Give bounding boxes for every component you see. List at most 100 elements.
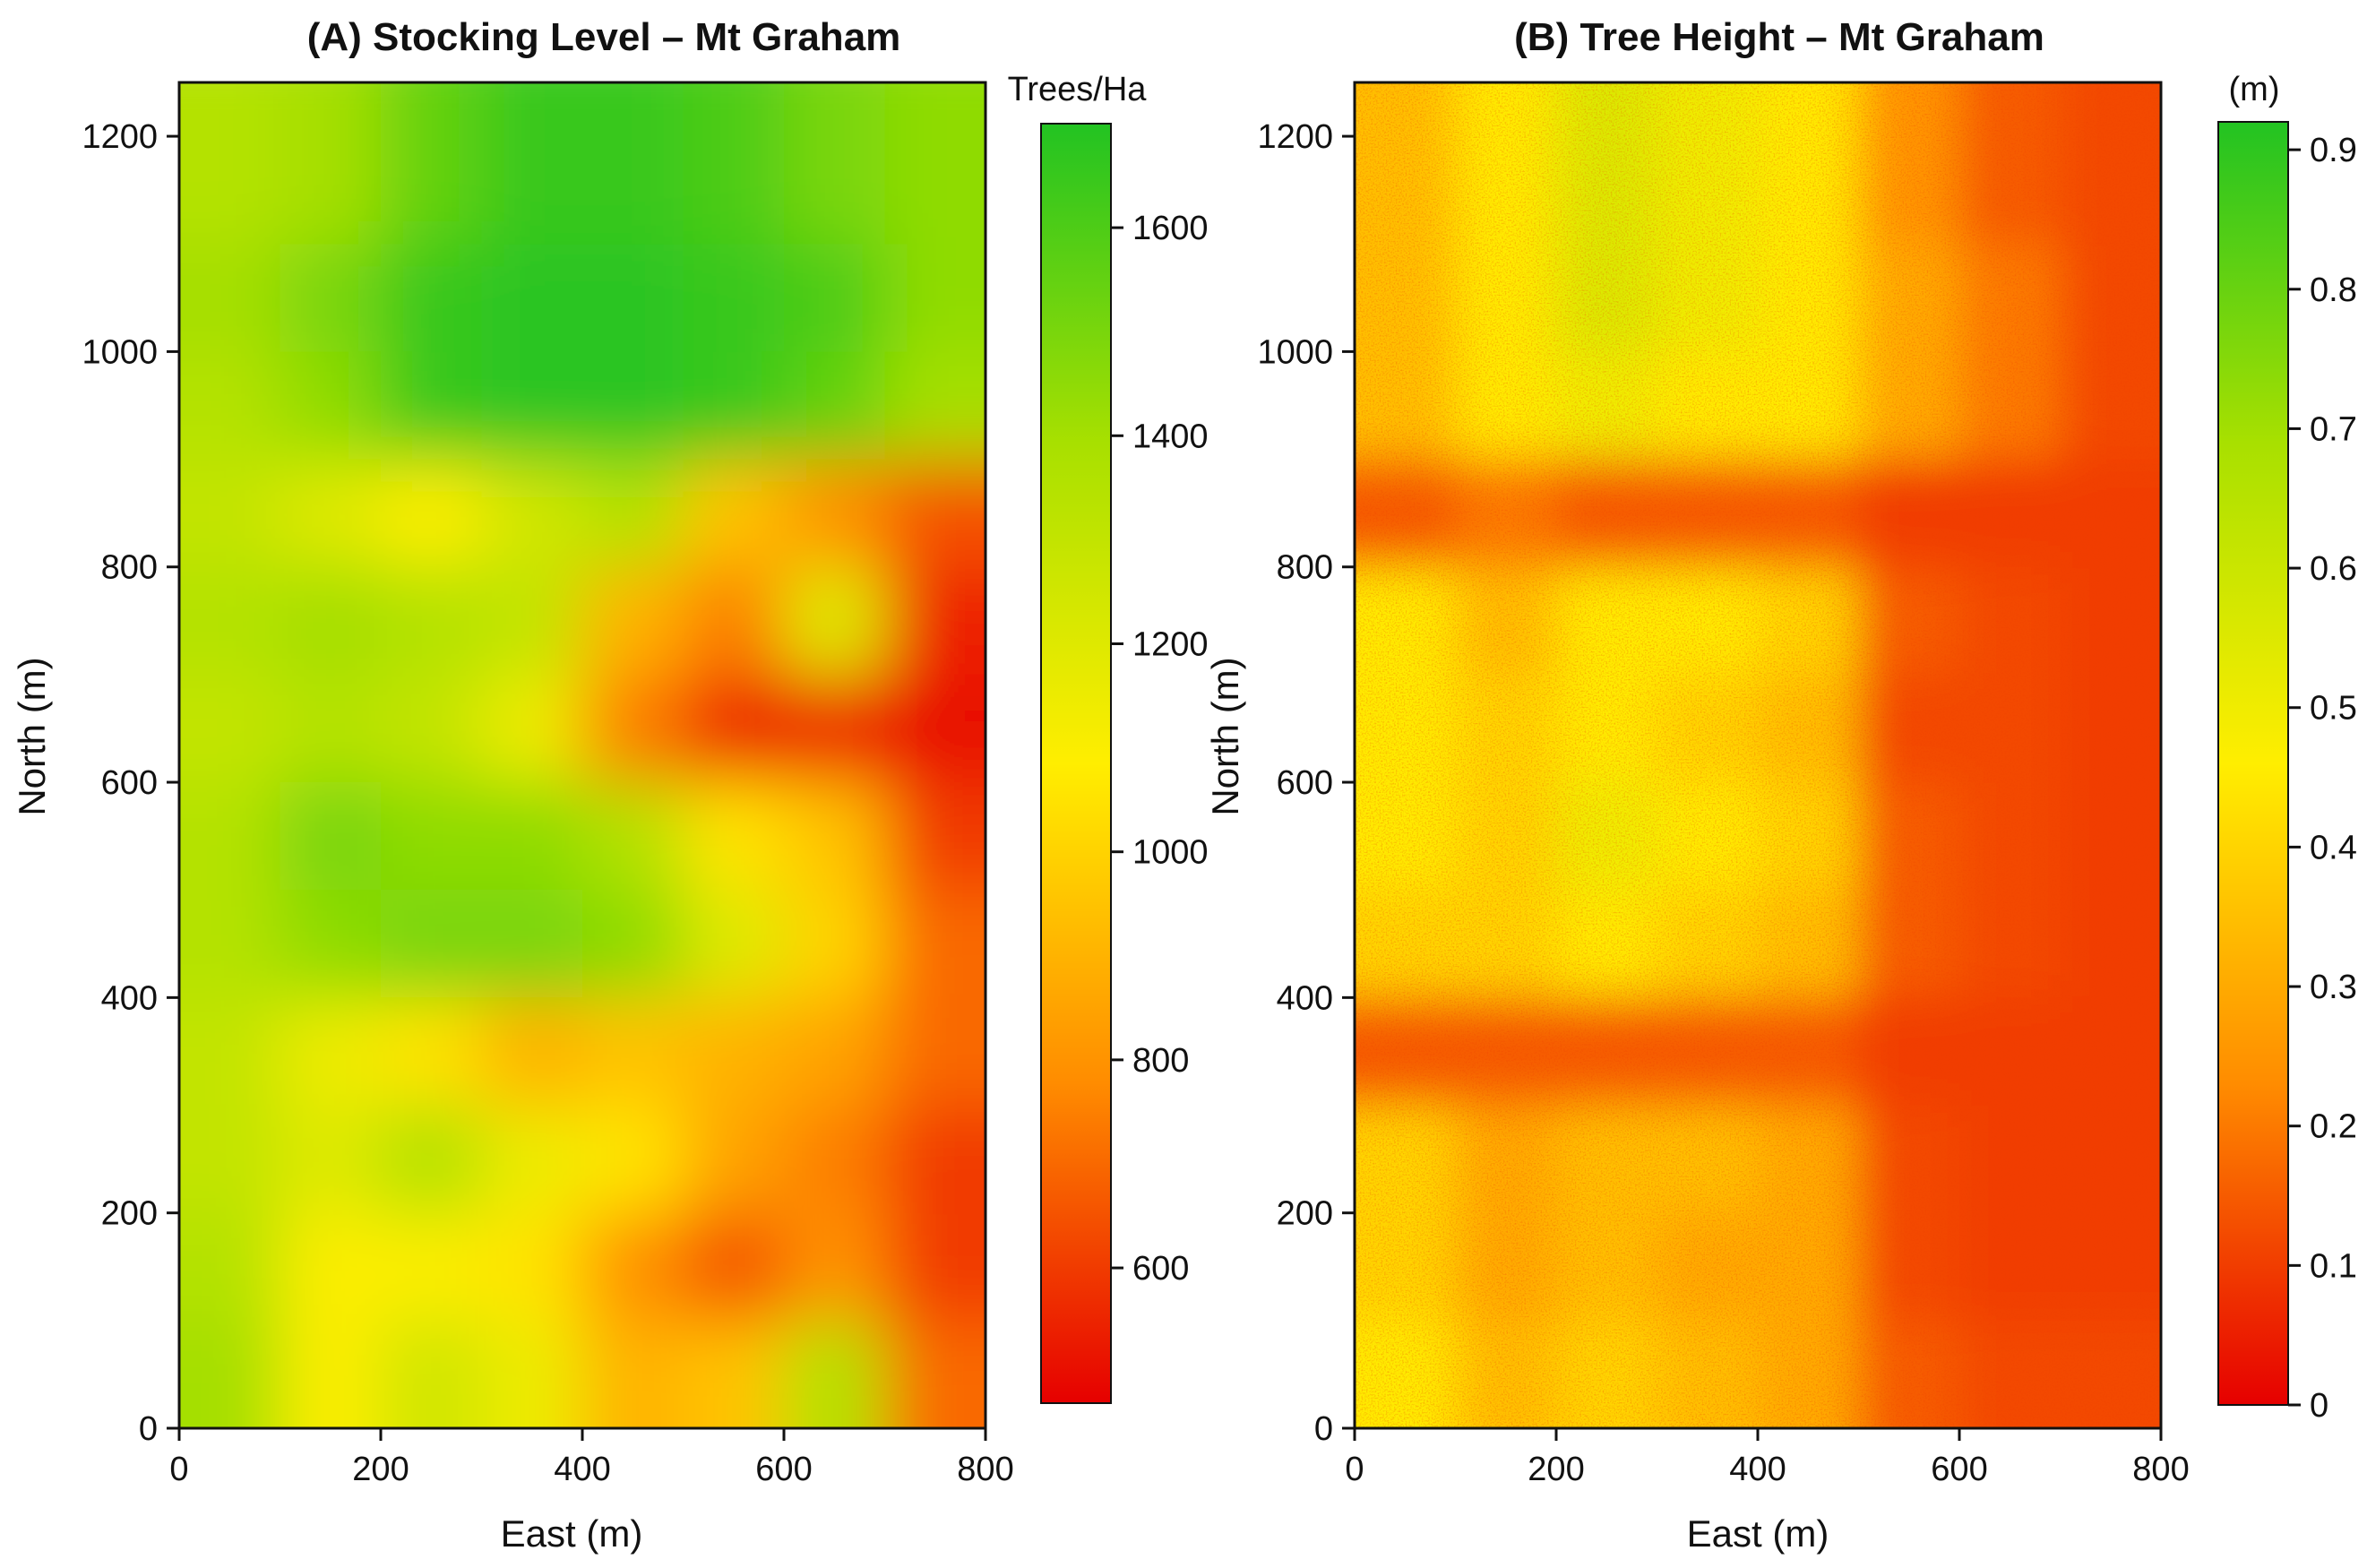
colorbar-title: Trees/Ha xyxy=(1008,71,1148,108)
heatmap-cell xyxy=(784,566,885,675)
heatmap-cell xyxy=(280,997,381,1106)
heatmap-cell xyxy=(784,459,885,567)
y-tick-label: 800 xyxy=(101,549,158,587)
panel-a: (A) Stocking Level – Mt Graham 0 200 400 60… xyxy=(11,15,1209,1555)
y-tick-label: 0 xyxy=(139,1410,158,1448)
x-tick-label: 200 xyxy=(352,1451,409,1488)
x-tick-label: 200 xyxy=(1528,1451,1584,1488)
heatmap-cell xyxy=(179,459,280,567)
heatmap-cell xyxy=(280,1105,381,1213)
heatmap-cell xyxy=(280,1212,381,1321)
heatmap-cell xyxy=(884,566,986,675)
heatmap-cell xyxy=(481,1320,582,1428)
heatmap-cell xyxy=(582,459,684,567)
heatmap-cell xyxy=(884,1212,986,1321)
heatmap-cell xyxy=(381,459,482,567)
heatmap-cell xyxy=(179,1212,280,1321)
heatmap-cell xyxy=(884,244,986,352)
heatmap-cell xyxy=(381,1320,482,1428)
heatmap-cell xyxy=(381,351,482,460)
heatmap-cell xyxy=(280,244,381,352)
heatmap-cell xyxy=(179,674,280,783)
x-axis: 0 200 400 600 800 xyxy=(1345,1428,2190,1488)
y-tick-label: 600 xyxy=(1277,764,1333,802)
heatmap-cell xyxy=(381,82,482,245)
heatmap-cell xyxy=(784,1320,885,1428)
y-axis-label: North (m) xyxy=(1204,657,1246,815)
y-tick-label: 200 xyxy=(101,1195,158,1233)
heatmap-cell xyxy=(784,1212,885,1321)
y-axis-label: North (m) xyxy=(11,657,53,815)
x-tick-label: 0 xyxy=(1345,1451,1364,1488)
heatmap-cell xyxy=(884,1105,986,1213)
heatmap-cell xyxy=(582,244,684,352)
heatmap-cells xyxy=(179,82,986,1428)
heatmap-cell xyxy=(481,782,582,891)
heatmap-cell xyxy=(884,1320,986,1428)
heatmap-cell xyxy=(280,1320,381,1428)
colorbar-tick-label: 0.1 xyxy=(2310,1247,2357,1285)
heatmap-cell xyxy=(481,997,582,1106)
colorbar-tick-label: 0.7 xyxy=(2310,410,2357,448)
colorbar-tick-label: 1400 xyxy=(1132,418,1209,455)
heatmap-cell xyxy=(784,890,885,998)
y-tick-label: 1000 xyxy=(1257,333,1333,371)
heatmap-cell xyxy=(481,351,582,460)
heatmap-cell xyxy=(381,1105,482,1213)
heatmap-cell xyxy=(179,566,280,675)
colorbar-tick-label: 0.9 xyxy=(2310,132,2357,169)
colorbar xyxy=(2217,121,2289,1406)
y-tick-label: 200 xyxy=(1277,1195,1333,1233)
heatmap-cell xyxy=(582,782,684,891)
colorbar-tick-label: 1000 xyxy=(1132,834,1209,872)
heatmap-cell xyxy=(280,459,381,567)
heatmap-cell xyxy=(481,674,582,783)
heatmap-cell xyxy=(582,351,684,460)
y-tick-label: 1200 xyxy=(1257,118,1333,156)
heatmap-cell xyxy=(582,82,684,245)
heatmap-cell xyxy=(582,674,684,783)
heatmap-cell xyxy=(280,351,381,460)
heatmap-cell xyxy=(381,890,482,998)
heatmap-cell xyxy=(582,997,684,1106)
heatmap-cell xyxy=(280,82,381,245)
heatmap-cell xyxy=(784,1105,885,1213)
heatmap-cell xyxy=(179,997,280,1106)
heatmap-cell xyxy=(884,782,986,891)
heatmap-cell xyxy=(582,1212,684,1321)
colorbar-tick-label: 0.6 xyxy=(2310,550,2357,588)
colorbar-tick-label: 0.8 xyxy=(2310,271,2357,309)
heatmap-cell xyxy=(179,1320,280,1428)
heatmap-cell xyxy=(179,244,280,352)
heatmap-cell xyxy=(683,997,784,1106)
colorbar-tick-label: 0.2 xyxy=(2310,1108,2357,1146)
heatmap-cell xyxy=(683,890,784,998)
y-axis: 0 200 400 600 800 1000 1200 xyxy=(1257,118,1355,1448)
y-axis: 0 200 400 600 800 1000 1200 xyxy=(82,118,179,1448)
heatmap-cell xyxy=(683,1212,784,1321)
y-tick-label: 1200 xyxy=(82,118,158,156)
colorbar-ticks: 600 800 1000 1200 1400 1600 xyxy=(1111,210,1209,1288)
heatmap-cell xyxy=(683,459,784,567)
x-axis-label: East (m) xyxy=(1687,1512,1829,1555)
heatmap-cell xyxy=(884,459,986,567)
heatmap-cell xyxy=(179,82,280,245)
heatmap-cell xyxy=(784,351,885,460)
colorbar-tick-label: 600 xyxy=(1132,1250,1189,1288)
colorbar-tick-label: 0 xyxy=(2310,1387,2328,1425)
texture-overlay xyxy=(1355,82,2161,1428)
y-tick-label: 0 xyxy=(1314,1410,1333,1448)
colorbar-tick-label: 0.3 xyxy=(2310,969,2357,1006)
heatmap-cell xyxy=(481,82,582,245)
colorbar-tick-label: 1600 xyxy=(1132,210,1209,247)
heatmap-cell xyxy=(381,782,482,891)
colorbar-tick-label: 1200 xyxy=(1132,625,1209,663)
y-tick-label: 1000 xyxy=(82,333,158,371)
heatmap-cell xyxy=(381,566,482,675)
y-tick-label: 600 xyxy=(101,764,158,802)
x-tick-label: 800 xyxy=(2132,1451,2189,1488)
heatmap-cell xyxy=(381,997,482,1106)
heatmap-cell xyxy=(784,82,885,245)
heatmap-cell xyxy=(582,566,684,675)
